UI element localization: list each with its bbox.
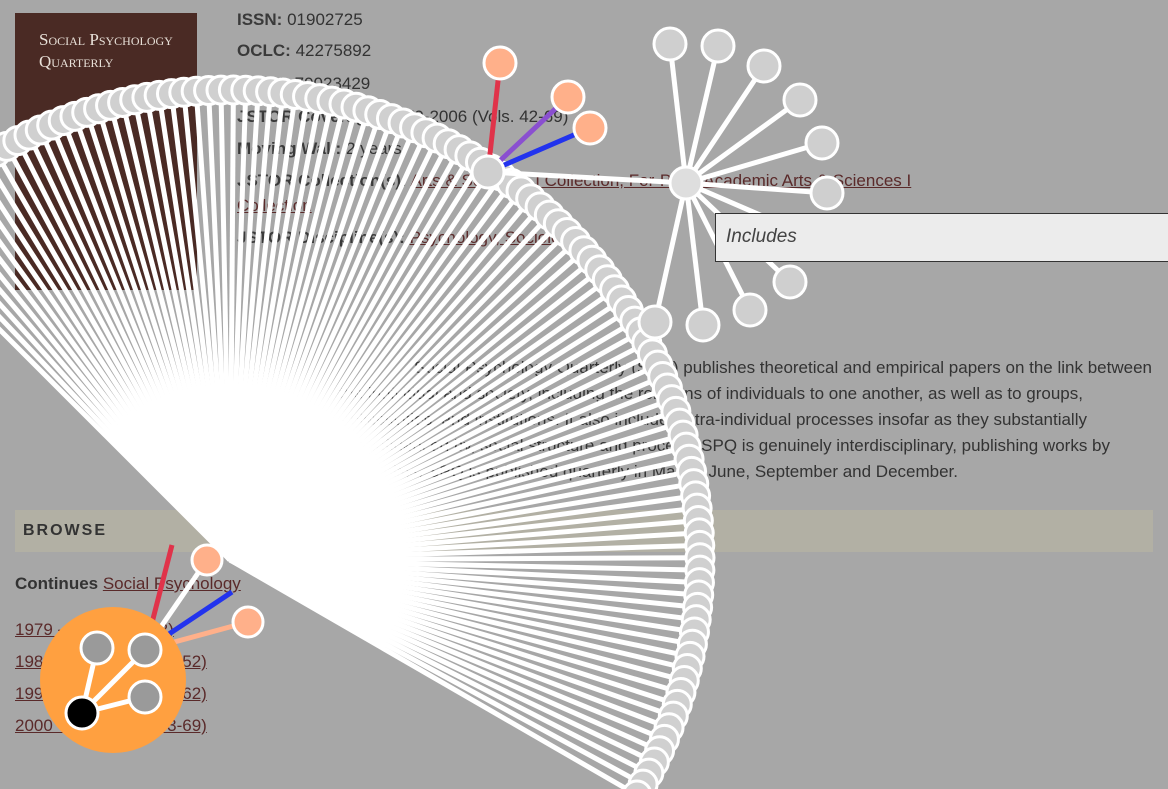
edge [486,95,570,174]
node[interactable] [572,110,608,146]
star-leaf[interactable] [685,307,721,343]
top-hub-links [485,62,687,186]
star-edge [684,97,802,186]
detail-row: ISSN: 01902725 [237,10,363,30]
star-leaf[interactable] [732,292,768,328]
logo-node [64,695,100,731]
edge [487,169,687,186]
node[interactable] [470,154,506,190]
edge [487,125,591,175]
star-leaf[interactable] [746,48,782,84]
star-leaf[interactable] [652,26,688,62]
detail-value[interactable]: Collection [237,196,312,215]
fan [0,74,716,789]
detail-label: OCLC: [237,41,291,60]
node[interactable] [550,79,586,115]
star-leaf[interactable] [637,304,673,340]
detail-value: 01902725 [287,10,363,29]
continues-link[interactable]: Social Psychology [102,574,241,593]
fan-node[interactable] [622,779,652,789]
star-edge [683,45,721,184]
star-leaf[interactable] [804,125,840,161]
node[interactable] [482,45,518,81]
star-edge [685,180,828,196]
detail-label: JSTOR Collection(s): [237,171,407,190]
star-edge [685,140,823,186]
star-leaf[interactable] [782,82,818,118]
node[interactable] [190,543,224,577]
node[interactable] [668,165,704,201]
detail-row: OCLC: 42275892 [237,41,371,61]
continues: Continues Social Psychology [15,574,241,594]
detail-value: 42275892 [295,41,372,60]
detail-label: ISSN: [237,10,283,29]
detail-row: Collection [237,196,312,216]
orange-nodes [482,45,608,146]
logo-node [127,679,163,715]
logo-node [79,630,115,666]
star-edge [652,182,689,323]
star-edge [683,64,767,185]
tooltip: Includes [715,213,1168,262]
star-leaf[interactable] [772,264,808,300]
star-edge [667,43,689,184]
star-leaf[interactable] [700,28,736,64]
description-line: Social Psychology Quarterly (SPQ) publis… [414,358,1152,377]
node[interactable] [231,605,265,639]
edge [485,62,503,173]
star-edge [683,182,706,326]
bottom-hub [40,543,265,753]
star-leaf[interactable] [809,175,845,211]
fan-edge [228,557,632,789]
continues-label: Continues [15,574,99,593]
logo-node [127,632,163,668]
